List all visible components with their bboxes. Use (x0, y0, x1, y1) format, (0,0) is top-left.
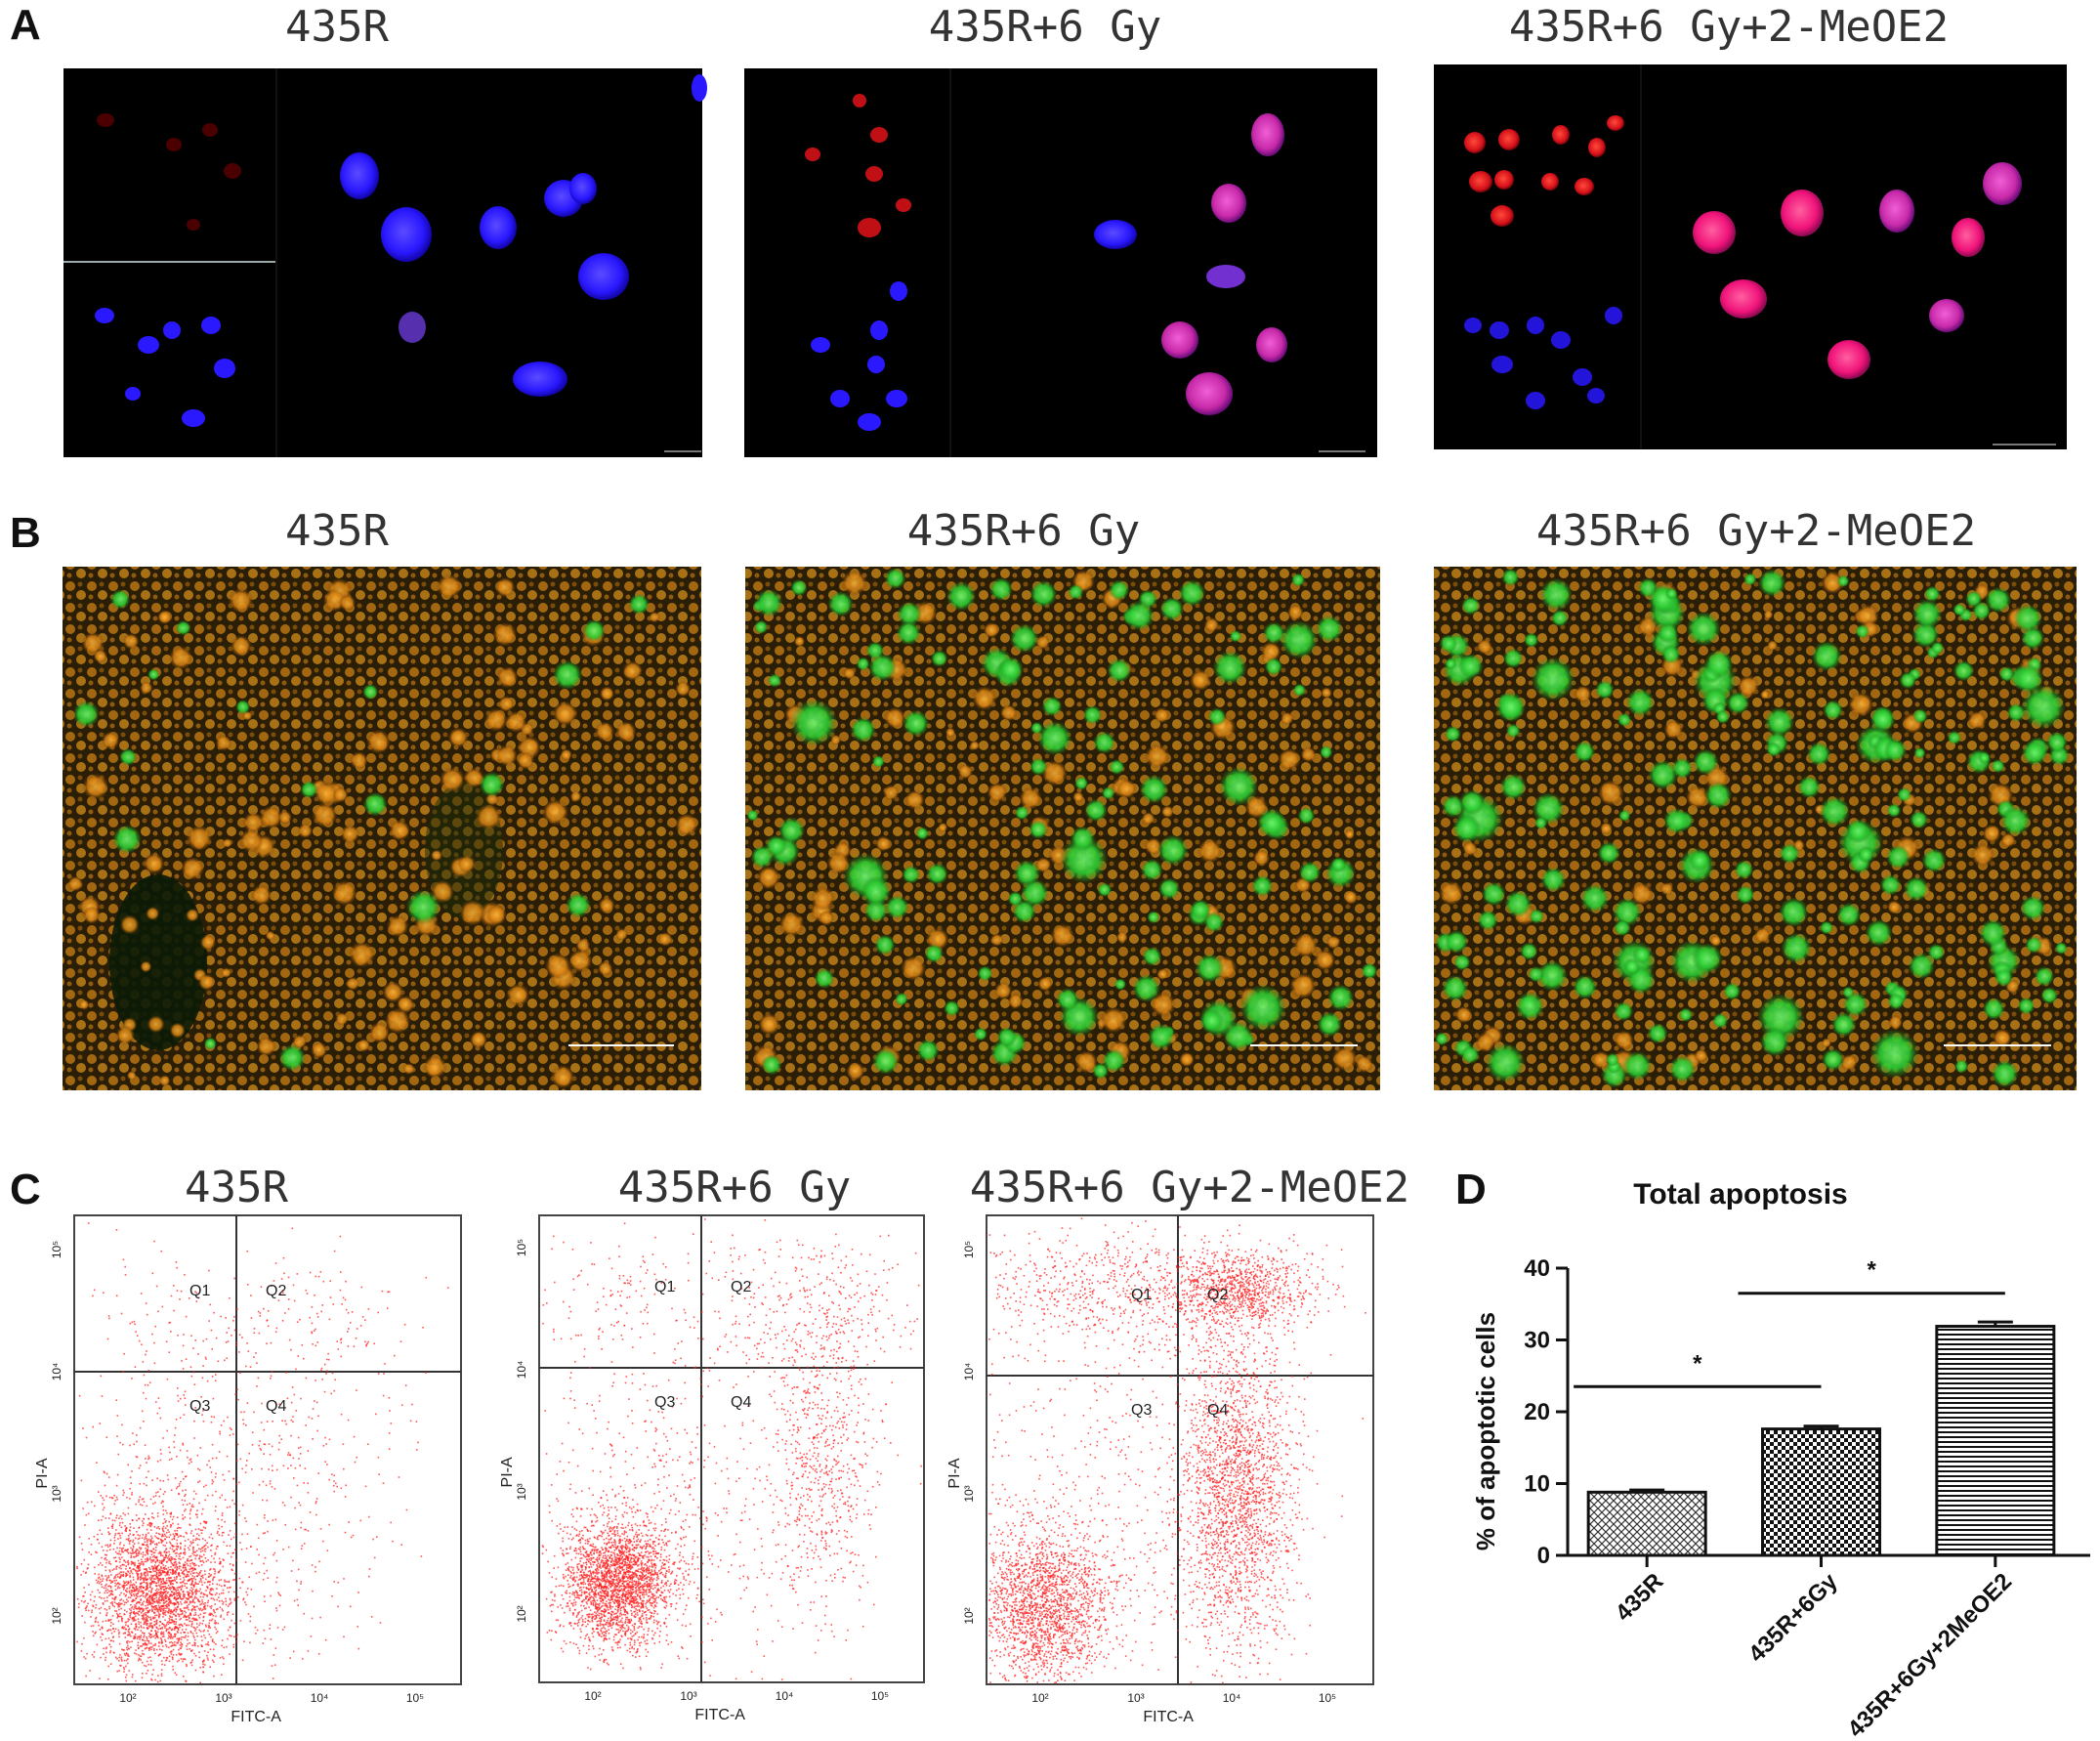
jc1-green-cells-435r (67, 573, 699, 1089)
panel-c-label: C (10, 1166, 41, 1213)
y-tick-label: 0 (1537, 1543, 1550, 1569)
flow-x-tick: 10⁴ (776, 1689, 794, 1703)
panel-d-label: D (1455, 1166, 1487, 1213)
flow-plot-435r-6gy-2meoe2: Q1 Q2 Q3 Q4 FITC-A PI-A 10² 10² 10³ 10³ 10⁴ 10⁴ 10⁵ 1… (946, 1214, 1374, 1725)
quadrant-label-q4: Q4 (1207, 1402, 1228, 1419)
flow-dots (76, 1222, 449, 1684)
flow-x-tick: 10³ (215, 1691, 231, 1705)
confocal-image-435r-6gy-2meoe2 (1434, 64, 2067, 449)
flow-y-label: PI-A (34, 1458, 51, 1488)
flow-y-tick: 10³ (515, 1483, 528, 1500)
quadrant-label-q3: Q3 (1131, 1402, 1152, 1419)
panel-a-title-3: 435R+6 Gy+2-MeOE2 (1509, 2, 1949, 52)
flow-y-tick: 10³ (962, 1485, 976, 1502)
bar-3 (1935, 1325, 2056, 1557)
panel-b-label: B (10, 509, 41, 557)
flow-x-label: FITC-A (694, 1707, 745, 1723)
flow-x-label: FITC-A (1143, 1709, 1194, 1725)
flow-x-tick: 10² (584, 1689, 601, 1703)
flow-plot-435r-6gy: Q1 Q2 Q3 Q4 FITC-A PI-A 10² 10² 10³ 10³ 10⁴ 10⁴ 10⁵ 1… (499, 1214, 925, 1723)
flow-x-label: FITC-A (231, 1709, 281, 1725)
x-tick-label: 435R+6Gy+2MeOE2 (1843, 1568, 2018, 1741)
flow-y-tick: 10⁵ (50, 1241, 63, 1258)
flow-x-tick: 10³ (680, 1689, 696, 1703)
quadrant-label-q1: Q1 (189, 1283, 210, 1299)
panel-b-title-3: 435R+6 Gy+2-MeOE2 (1536, 506, 1976, 556)
jc1-image-435r-6gy-2meoe2 (1434, 567, 2077, 1090)
quadrant-label-q2: Q2 (731, 1279, 751, 1295)
quadrant-label-q1: Q1 (1131, 1287, 1152, 1303)
bar-1 (1586, 1490, 1707, 1557)
panel-a-title-2: 435R+6 Gy (929, 2, 1161, 52)
flow-x-tick: 10² (119, 1691, 136, 1705)
x-tick-label: 435R (1611, 1568, 1669, 1627)
y-tick-label: 30 (1524, 1328, 1550, 1354)
y-tick-label: 10 (1524, 1471, 1550, 1498)
flow-y-tick: 10² (515, 1605, 528, 1622)
flow-y-tick: 10⁵ (962, 1241, 976, 1258)
flow-y-tick: 10² (50, 1607, 63, 1624)
panel-b-title-1: 435R (285, 506, 389, 556)
flow-x-tick: 10⁵ (871, 1689, 889, 1703)
panel-c-title-2: 435R+6 Gy (618, 1163, 851, 1212)
chart-title: Total apoptosis (1633, 1178, 1847, 1210)
quadrant-label-q3: Q3 (189, 1398, 210, 1415)
quadrant-label-q3: Q3 (654, 1394, 675, 1411)
flow-plot-435r: Q1 Q2 Q3 Q4 FITC-A PI-A 10² 10² 10³ 10³ 10⁴ 10⁴ 10⁵ 1… (34, 1214, 462, 1725)
y-axis-label: % of apoptotic cells (1471, 1312, 1500, 1550)
flow-y-label: PI-A (499, 1457, 516, 1487)
panel-a-label: A (10, 1, 41, 49)
significance-star: * (1867, 1257, 1876, 1284)
x-tick-label: 435R+6Gy (1743, 1568, 1843, 1668)
flow-dots (988, 1217, 1366, 1684)
y-tick-label: 40 (1524, 1255, 1550, 1282)
jc1-image-435r-6gy (745, 567, 1380, 1090)
quadrant-label-q4: Q4 (266, 1398, 286, 1415)
quadrant-label-q1: Q1 (654, 1279, 675, 1295)
significance-star: * (1693, 1350, 1702, 1377)
flow-dots (541, 1218, 922, 1680)
panel-c-title-3: 435R+6 Gy+2-MeOE2 (970, 1163, 1409, 1212)
flow-y-tick: 10³ (50, 1485, 63, 1502)
flow-x-tick: 10⁵ (406, 1691, 424, 1705)
flow-y-tick: 10⁴ (515, 1361, 528, 1380)
quadrant-label-q2: Q2 (1207, 1287, 1228, 1303)
panel-b-title-2: 435R+6 Gy (907, 506, 1140, 556)
flow-y-tick: 10⁴ (962, 1363, 976, 1381)
quadrant-label-q4: Q4 (731, 1394, 751, 1411)
confocal-image-435r (63, 68, 707, 457)
bar-2 (1761, 1427, 1881, 1557)
jc1-image-435r (63, 567, 701, 1090)
y-tick-label: 20 (1524, 1399, 1550, 1425)
flow-y-tick: 10⁴ (50, 1363, 63, 1381)
panel-a-title-1: 435R (285, 2, 389, 52)
panel-c-title-1: 435R (185, 1163, 288, 1212)
quadrant-label-q2: Q2 (266, 1283, 286, 1299)
flow-y-label: PI-A (946, 1458, 963, 1488)
flow-x-tick: 10⁴ (311, 1691, 329, 1705)
flow-x-tick: 10⁵ (1319, 1691, 1336, 1705)
flow-x-tick: 10⁴ (1223, 1691, 1241, 1705)
flow-x-tick: 10² (1031, 1691, 1048, 1705)
bar-chart: 0 10 20 30 40 435R 435R+6Gy 435R+6Gy+2MeOE2 * * (1524, 1255, 2090, 1741)
confocal-image-435r-6gy (744, 68, 1377, 457)
flow-x-tick: 10³ (1127, 1691, 1144, 1705)
flow-y-tick: 10² (962, 1607, 976, 1624)
flow-y-tick: 10⁵ (515, 1239, 528, 1256)
